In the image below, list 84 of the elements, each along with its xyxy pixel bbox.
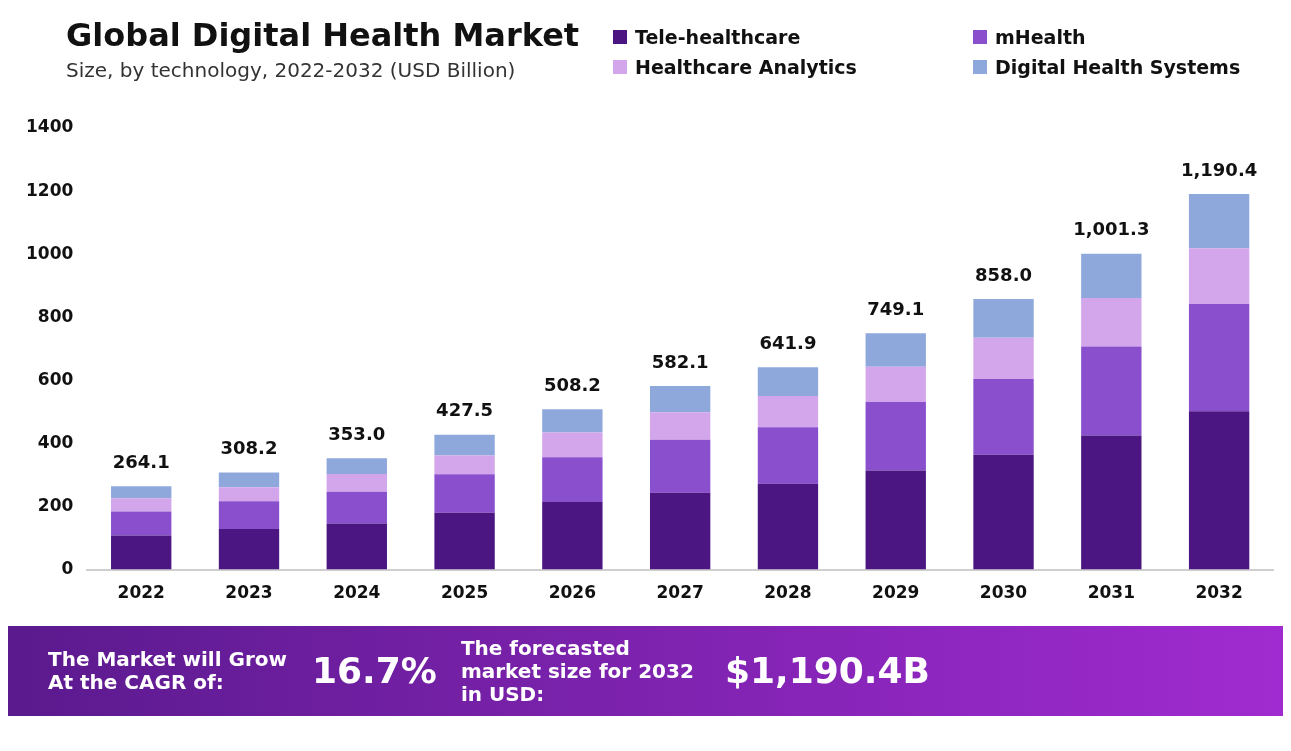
bar [434, 512, 495, 570]
bar [111, 498, 172, 512]
total-label: 353.0 [328, 422, 386, 444]
x-tick-label: 2026 [548, 582, 597, 603]
bar [1081, 253, 1142, 299]
bar [973, 337, 1034, 380]
bar [542, 502, 603, 570]
x-tick-label: 2027 [656, 582, 704, 603]
x-tick-label: 2022 [117, 582, 165, 603]
y-tick-label: 1000 [25, 242, 74, 263]
total-label: 641.9 [759, 331, 817, 353]
bar [434, 474, 495, 513]
bar [326, 523, 387, 570]
bar [218, 528, 280, 570]
bar [1081, 435, 1142, 570]
bar [1188, 304, 1250, 412]
bar [1081, 346, 1142, 436]
bar [434, 455, 495, 475]
bar [649, 492, 711, 570]
total-label: 582.1 [651, 350, 709, 372]
total-label: 1,001.3 [1073, 218, 1150, 240]
bar [218, 472, 280, 488]
bar [111, 535, 172, 570]
bar [757, 396, 819, 428]
bar [757, 483, 819, 570]
total-label: 508.2 [543, 373, 601, 395]
chart-subtitle: Size, by technology, 2022-2032 (USD Billion) [66, 58, 517, 82]
bar [1188, 411, 1250, 570]
total-label: 749.1 [867, 297, 925, 319]
text: 16.7% [312, 650, 437, 692]
x-tick-label: 2024 [333, 582, 381, 603]
bar [649, 385, 711, 413]
chart-title: Global Digital Health Market [66, 16, 580, 54]
bar [542, 457, 603, 503]
bar [1188, 194, 1250, 249]
x-tick-label: 2030 [979, 582, 1028, 603]
bar [111, 511, 172, 536]
legend-label: Tele-healthcare [635, 26, 801, 48]
y-tick-label: 600 [37, 368, 74, 389]
total-label: 308.2 [220, 437, 278, 459]
y-tick-label: 200 [37, 494, 74, 515]
bar [1081, 298, 1142, 347]
text: The Market will Grow At the CAGR of: [48, 647, 288, 694]
y-tick-label: 800 [37, 305, 74, 326]
bar [865, 402, 926, 471]
text: $1,190.4B [724, 650, 930, 692]
legend-label: Healthcare Analytics [635, 56, 857, 78]
y-tick-label: 1200 [25, 179, 74, 200]
y-tick-label: 1400 [25, 116, 74, 137]
total-label: 858.0 [975, 263, 1032, 285]
bar [1188, 248, 1250, 305]
x-tick-label: 2029 [872, 582, 920, 603]
bar [649, 412, 711, 440]
bar [326, 458, 387, 475]
x-tick-label: 2032 [1195, 582, 1243, 603]
bar [218, 501, 280, 529]
total-label: 264.1 [112, 450, 170, 472]
bar [865, 333, 926, 367]
bar [649, 439, 711, 493]
bar [218, 487, 280, 502]
x-tick-label: 2031 [1087, 582, 1135, 603]
bar [973, 379, 1034, 455]
bar [434, 434, 495, 456]
bar [973, 298, 1034, 338]
bar [973, 454, 1034, 570]
total-label: 1,190.4 [1180, 158, 1258, 180]
bar [757, 427, 819, 484]
x-tick-label: 2023 [225, 582, 273, 603]
bar [542, 409, 603, 433]
bar [542, 432, 603, 458]
x-tick-label: 2025 [440, 582, 489, 603]
x-tick-label: 2028 [764, 582, 812, 603]
bar [111, 486, 172, 499]
y-tick-label: 400 [37, 431, 74, 452]
y-tick-label: 0 [61, 558, 74, 579]
bar [865, 366, 926, 403]
bar [326, 474, 387, 492]
legend-label: mHealth [995, 26, 1086, 48]
total-label: 427.5 [436, 399, 494, 421]
legend-label: Digital Health Systems [995, 56, 1241, 78]
bar [326, 491, 387, 524]
bar [757, 367, 819, 397]
bar [865, 470, 926, 570]
text: The forecasted market size for 2032 in USD: [460, 635, 695, 706]
